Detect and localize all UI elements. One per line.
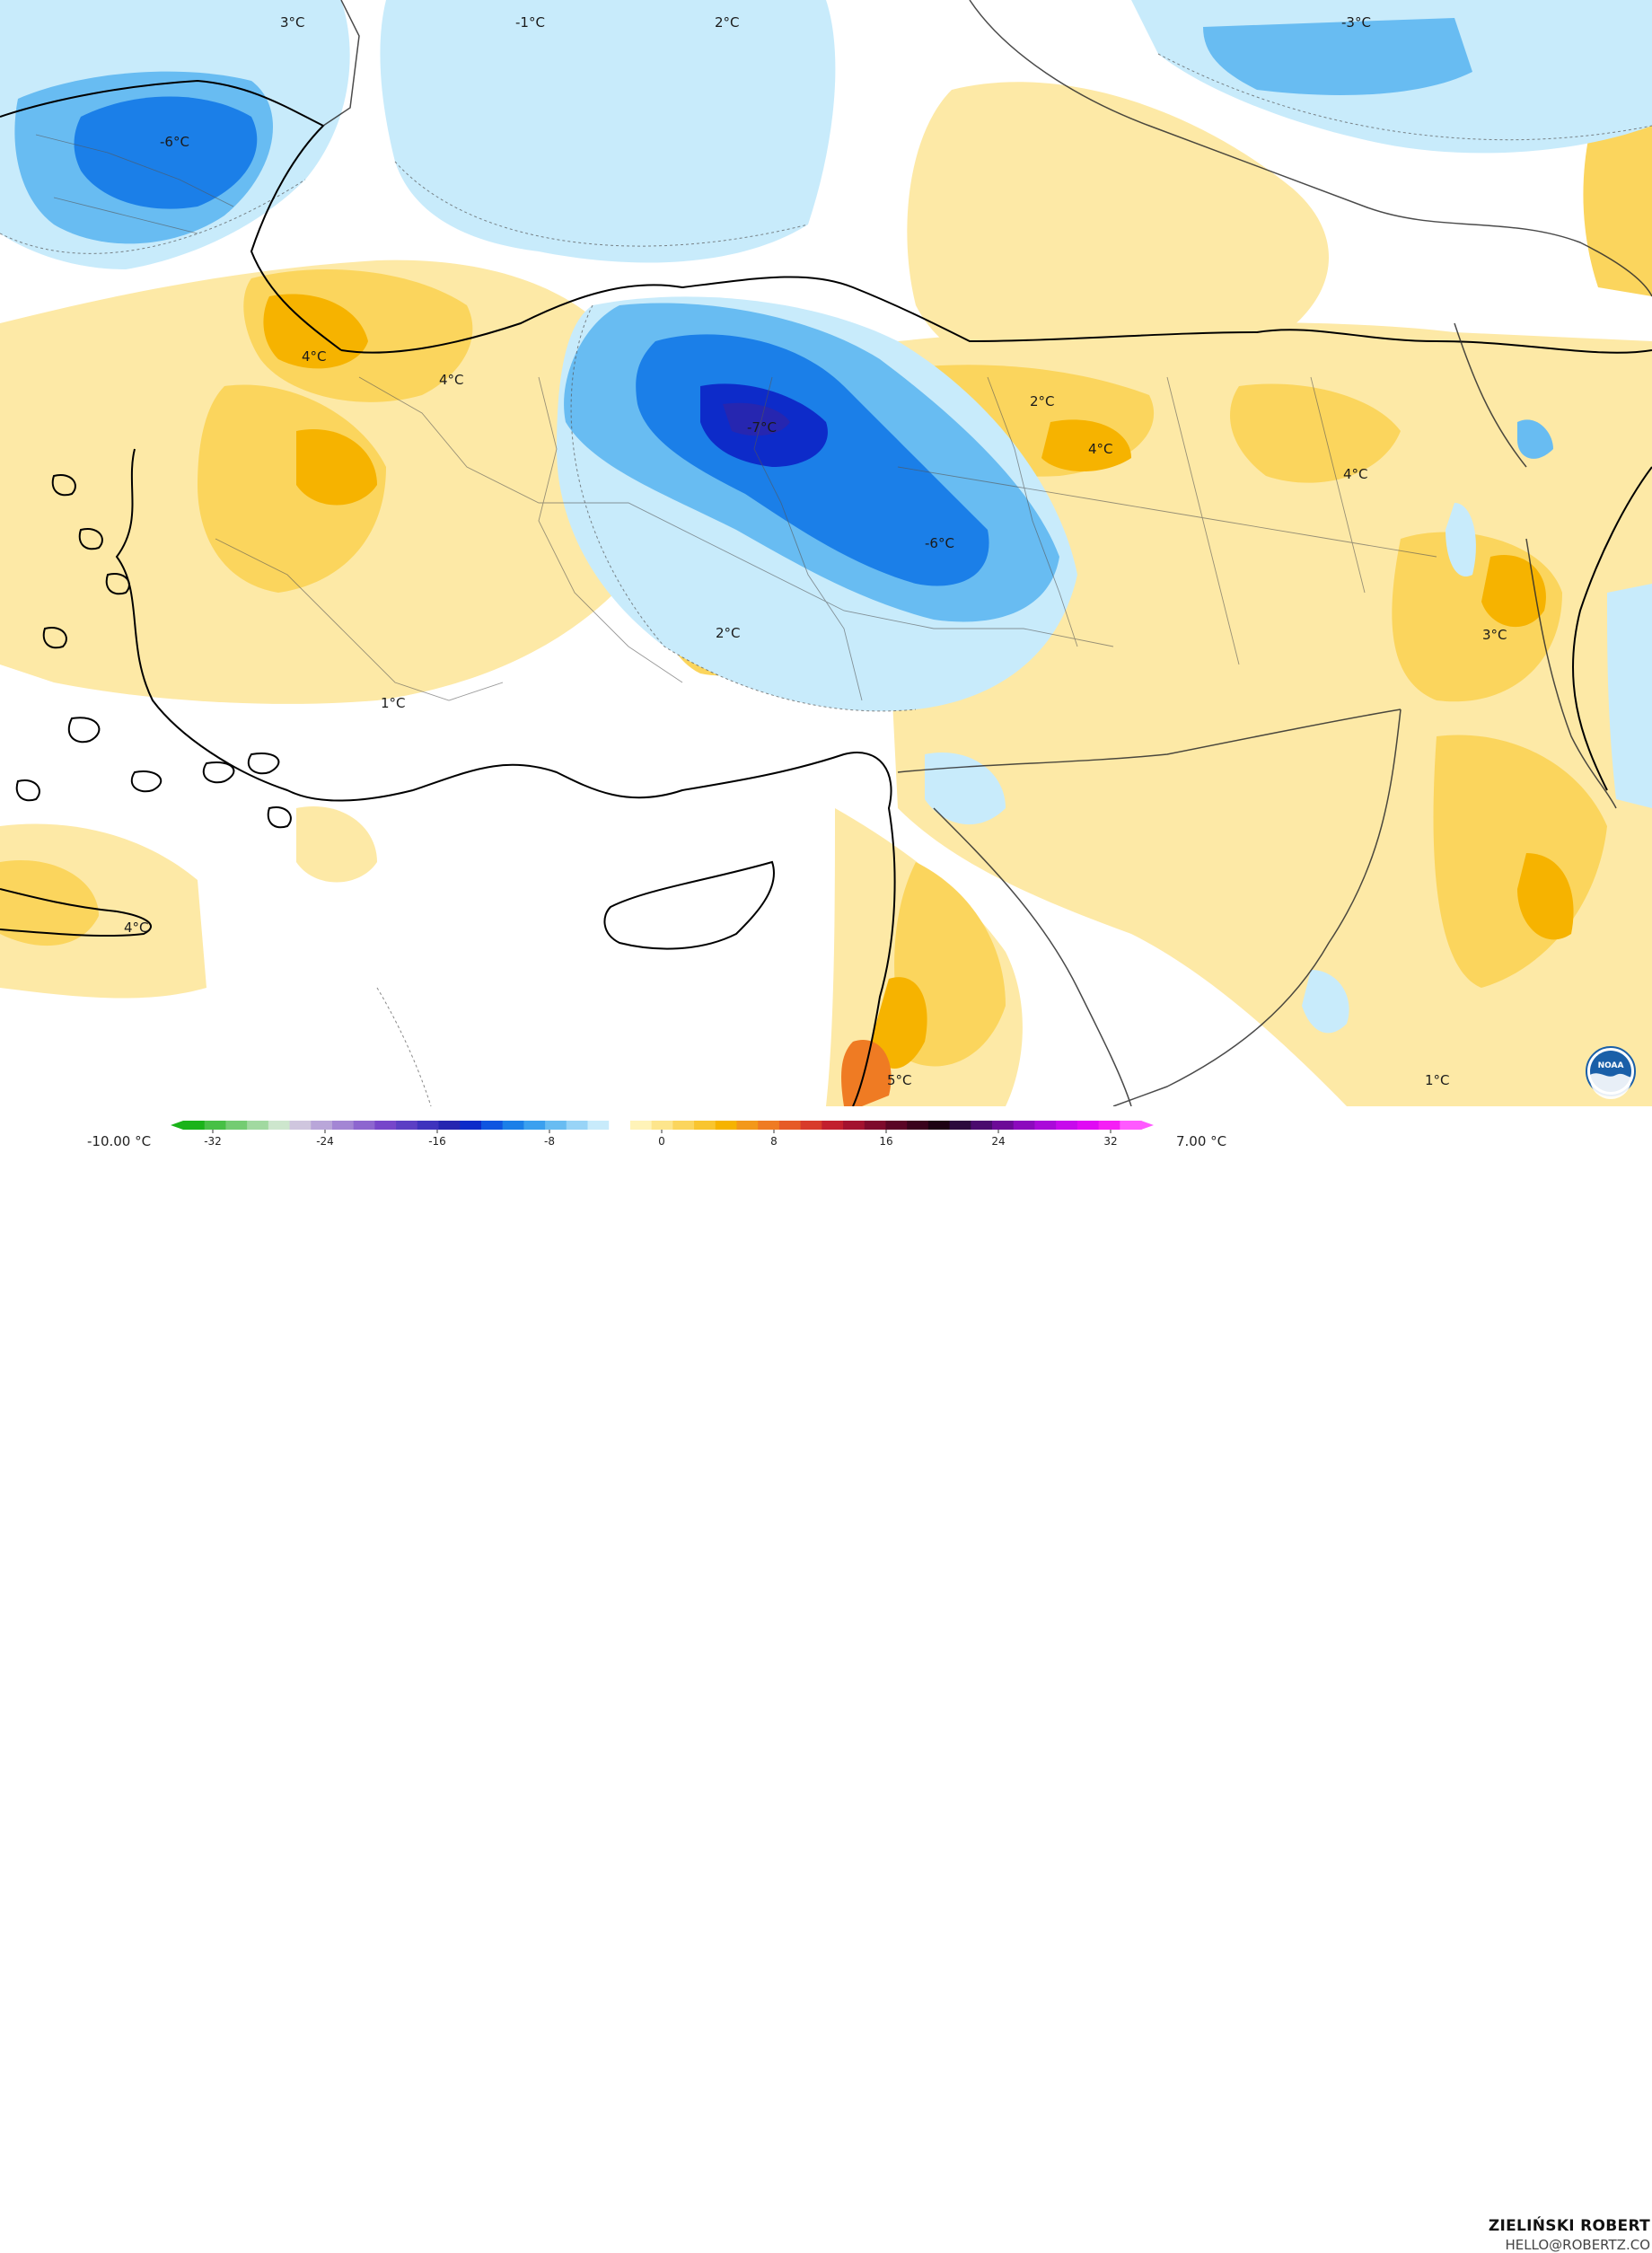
legend-swatch (1076, 1121, 1100, 1130)
noaa-logo-text: NOAA (1598, 1061, 1624, 1070)
legend-swatch (843, 1121, 866, 1130)
legend-color-bar (171, 1121, 1154, 1130)
legend-swatch (907, 1121, 929, 1130)
legend-swatch (885, 1121, 908, 1130)
legend-swatch (289, 1121, 312, 1130)
temp-label: 2°C (1030, 393, 1055, 409)
legend-swatch (1013, 1121, 1036, 1130)
temp-label: 2°C (715, 14, 740, 31)
legend-min-value: -10.00 °C (87, 1133, 152, 1149)
temp-label: 4°C (124, 920, 149, 936)
legend-swatch (736, 1121, 759, 1130)
legend-tick-label: -16 (428, 1135, 446, 1148)
legend-swatch (1056, 1121, 1078, 1130)
legend-swatch (651, 1121, 673, 1130)
legend-swatch (992, 1121, 1015, 1130)
cold-field-extreme (723, 402, 790, 436)
province-borders (35, 134, 1437, 701)
legend-swatch (438, 1121, 461, 1130)
legend-tick-label: -32 (204, 1135, 222, 1148)
coastlines (0, 79, 1652, 1106)
legend-swatch (331, 1121, 355, 1130)
temp-label: -6°C (160, 134, 189, 150)
temp-label: 1°C (381, 695, 406, 711)
temperature-anomaly-map: 3°C -1°C 2°C -3°C -6°C 4°C 4°C -7°C 2°C … (0, 0, 1652, 1106)
legend-swatch (480, 1121, 504, 1130)
temp-label: 1°C (1425, 1072, 1450, 1088)
temp-label: 4°C (1343, 466, 1368, 482)
color-legend: -32 -24 -16 -8 0 8 16 24 32 ZIELIŃSKI ROBERT HEL… (0, 1106, 1652, 2253)
temp-label: -7°C (747, 419, 777, 436)
legend-swatch (460, 1121, 482, 1130)
legend-swatch (609, 1121, 631, 1130)
temp-label: 3°C (280, 14, 305, 31)
legend-swatch (523, 1121, 546, 1130)
legend-swatch (1120, 1121, 1142, 1130)
legend-tick-label: 32 (1103, 1135, 1117, 1148)
legend-swatch (927, 1121, 951, 1130)
author-email: HELLO@ROBERTZ.CO (1505, 2237, 1650, 2253)
temp-label: 4°C (1088, 441, 1113, 457)
temperature-labels: 3°C -1°C 2°C -3°C -6°C 4°C 4°C -7°C 2°C … (124, 14, 1507, 1088)
legend-tick-label: 0 (658, 1135, 665, 1148)
temp-label: 4°C (439, 372, 464, 388)
temp-label: 3°C (1482, 627, 1507, 643)
legend-swatch (396, 1121, 418, 1130)
legend-swatch (502, 1121, 524, 1130)
warm-field-strong (263, 294, 1574, 1069)
legend-swatch (311, 1121, 333, 1130)
temp-label: -3°C (1341, 14, 1371, 31)
legend-swatch (715, 1121, 738, 1130)
legend-right-arrow (1141, 1121, 1154, 1130)
legend-swatch (1034, 1121, 1057, 1130)
contour-lines (0, 53, 1652, 1106)
legend-swatch (758, 1121, 780, 1130)
legend-swatch (778, 1121, 802, 1130)
legend-tick-label: 8 (770, 1135, 778, 1148)
legend-swatch (949, 1121, 971, 1130)
legend-swatch (800, 1121, 822, 1130)
temp-label: 4°C (302, 348, 327, 365)
legend-swatch (374, 1121, 397, 1130)
temp-label: -6°C (925, 535, 954, 551)
legend-max-value: 7.00 °C (1176, 1133, 1227, 1149)
legend-left-arrow (171, 1121, 183, 1130)
noaa-logo: NOAA (1586, 1046, 1636, 1099)
legend-swatch (417, 1121, 440, 1130)
temp-label: 5°C (887, 1072, 912, 1088)
legend-swatch (694, 1121, 716, 1130)
legend-swatch (204, 1121, 227, 1130)
legend-swatch (587, 1121, 610, 1130)
legend-swatch (566, 1121, 589, 1130)
legend-swatch (822, 1121, 844, 1130)
legend-tick-label: 16 (879, 1135, 892, 1148)
islands (15, 474, 292, 829)
legend-tick-label: -8 (544, 1135, 555, 1148)
country-borders (322, 0, 1652, 1106)
legend-swatch (247, 1121, 269, 1130)
warm-field-hot (841, 1040, 892, 1106)
legend-swatch (183, 1121, 206, 1130)
legend-swatch (353, 1121, 375, 1130)
legend-swatch (864, 1121, 887, 1130)
legend-swatch (225, 1121, 248, 1130)
legend-ticks: -32 -24 -16 -8 0 8 16 24 32 (204, 1130, 1118, 1148)
legend-tick-label: 24 (991, 1135, 1005, 1148)
author-name: ZIELIŃSKI ROBERT (1488, 2217, 1650, 2235)
legend-swatch (268, 1121, 291, 1130)
legend-tick-label: -24 (316, 1135, 334, 1148)
author-credit: ZIELIŃSKI ROBERT HELLO@ROBERTZ.CO (1489, 2217, 1650, 2253)
temp-label: 2°C (716, 625, 741, 641)
legend-swatch (545, 1121, 567, 1130)
legend-swatch (1098, 1121, 1120, 1130)
legend-swatch (629, 1121, 653, 1130)
temp-label: -1°C (515, 14, 545, 31)
legend-swatch (971, 1121, 993, 1130)
legend-swatch (672, 1121, 695, 1130)
